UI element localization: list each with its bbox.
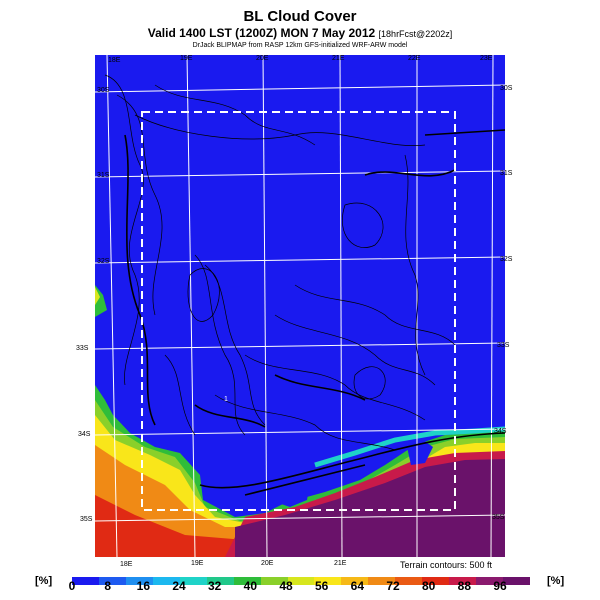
color-scale-bar bbox=[72, 577, 530, 585]
forecast-tag: [18hrFcst@2202z] bbox=[378, 29, 453, 39]
model-credit: DrJack BLIPMAP from RASP 12km GFS-initia… bbox=[192, 42, 408, 49]
color-swatch-14 bbox=[449, 577, 477, 585]
legend-unit-right: [%] bbox=[547, 575, 565, 587]
color-swatch-16 bbox=[503, 577, 530, 585]
cloud-field-purple bbox=[235, 459, 505, 557]
color-swatch-15 bbox=[476, 577, 503, 585]
lon-label-top-21e: 21E bbox=[332, 55, 345, 62]
color-scale-tick-64: 64 bbox=[350, 579, 365, 593]
color-scale-tick-32: 32 bbox=[207, 579, 222, 593]
terrain-contour-note: Terrain contours: 500 ft bbox=[400, 560, 493, 570]
lat-label-right-32s: 32S bbox=[500, 256, 513, 263]
color-swatch-10 bbox=[341, 577, 369, 585]
cloud-cover-map[interactable]: 1 bbox=[95, 55, 505, 557]
lat-label-right-34s: 34S bbox=[494, 428, 507, 435]
color-swatch-4 bbox=[179, 577, 207, 585]
lat-label-left-35s: 35S bbox=[80, 516, 93, 523]
lat-label-left-33s: 33S bbox=[76, 345, 89, 352]
lat-label-left-34s: 34S bbox=[78, 431, 91, 438]
lat-label-right-35s: 35S bbox=[492, 514, 505, 521]
lon-label-top-19e: 19E bbox=[180, 55, 193, 62]
lon-label-bottom-18e: 18E bbox=[120, 561, 133, 568]
color-scale-tick-88: 88 bbox=[457, 579, 472, 593]
lon-label-top-20e: 20E bbox=[256, 55, 269, 62]
color-swatch-9 bbox=[314, 577, 342, 585]
color-swatch-11 bbox=[368, 577, 396, 585]
color-scale-tick-24: 24 bbox=[172, 579, 186, 593]
color-swatch-3 bbox=[152, 577, 180, 585]
color-scale-tick-16: 16 bbox=[136, 579, 151, 593]
color-swatch-5 bbox=[206, 577, 234, 585]
clear-patch-1 bbox=[275, 480, 310, 507]
lat-label-right-31s: 31S bbox=[500, 170, 513, 177]
map-graphics bbox=[95, 55, 505, 557]
color-scale-tick-48: 48 bbox=[279, 579, 293, 593]
color-swatch-6 bbox=[233, 577, 261, 585]
color-scale-tick-40: 40 bbox=[243, 579, 258, 593]
lat-label-left-30s: 30S bbox=[97, 87, 110, 94]
color-scale-tick-72: 72 bbox=[386, 579, 400, 593]
color-swatch-8 bbox=[287, 577, 315, 585]
lon-label-bottom-21e: 21E bbox=[334, 560, 347, 567]
color-swatch-12 bbox=[395, 577, 423, 585]
color-scale-tick-80: 80 bbox=[421, 579, 436, 593]
color-swatch-2 bbox=[125, 577, 153, 585]
lat-label-right-30s: 30S bbox=[500, 85, 513, 92]
chart-subtitle: Valid 1400 LST (1200Z) MON 7 May 2012 [1… bbox=[0, 26, 600, 40]
chart-title: BL Cloud Cover bbox=[243, 8, 357, 25]
lat-label-left-32s: 32S bbox=[97, 258, 110, 265]
color-swatch-7 bbox=[260, 577, 288, 585]
site-marker: 1 bbox=[224, 396, 228, 403]
lon-label-bottom-20e: 20E bbox=[261, 560, 274, 567]
valid-time: Valid 1400 LST (1200Z) MON 7 May 2012 bbox=[147, 26, 376, 40]
cloud-field-coast-strip-yellow bbox=[95, 287, 100, 305]
lon-label-bottom-19e: 19E bbox=[191, 560, 204, 567]
lon-label-top-18e: 18E bbox=[108, 57, 121, 64]
lon-label-top-22e: 22E bbox=[408, 55, 421, 62]
lat-label-left-31s: 31S bbox=[97, 172, 110, 179]
lat-label-right-33s: 33S bbox=[497, 342, 510, 349]
terrain-contours bbox=[104, 74, 456, 451]
color-swatch-13 bbox=[422, 577, 450, 585]
color-scale-tick-0: 0 bbox=[68, 579, 76, 593]
inner-domain-box bbox=[141, 111, 456, 511]
color-swatch-0 bbox=[72, 577, 99, 585]
color-scale-tick-56: 56 bbox=[314, 579, 329, 593]
terrain-contours-thick bbox=[124, 129, 505, 496]
color-scale-tick-96: 96 bbox=[493, 579, 507, 593]
lat-lon-grid bbox=[95, 55, 505, 557]
color-swatch-1 bbox=[98, 577, 126, 585]
color-scale-tick-8: 8 bbox=[104, 579, 111, 593]
legend-unit-left: [%] bbox=[35, 575, 53, 587]
lon-label-top-23e: 23E bbox=[480, 55, 493, 62]
